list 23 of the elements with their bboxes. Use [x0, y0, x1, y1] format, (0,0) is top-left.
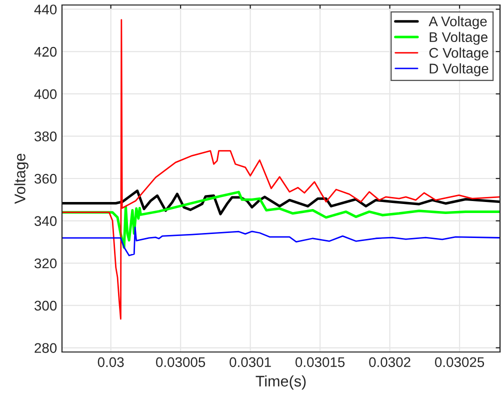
x-axis-title: Time(s)	[256, 375, 306, 390]
x-tick-label: 0.03	[98, 357, 124, 368]
y-tick-label: 360	[34, 174, 57, 184]
y-tick-label: 400	[34, 89, 57, 100]
y-tick-label: 280	[34, 343, 57, 353]
x-tick-label: 0.03025	[434, 357, 484, 368]
y-tick-label: 380	[34, 132, 57, 142]
x-tick-label: 0.0302	[369, 357, 410, 368]
line-series	[62, 190, 500, 216]
legend-label: C Voltage	[429, 48, 488, 61]
y-tick-label: 340	[34, 216, 57, 226]
legend-label: B Voltage	[430, 32, 488, 45]
y-tick-label: 300	[34, 300, 57, 311]
x-tick-label: 0.03015	[296, 357, 345, 368]
y-tick-label: 420	[34, 46, 57, 57]
x-tick-label: 0.0301	[230, 357, 271, 368]
y-tick-label: 320	[34, 258, 57, 268]
legend-label: A Voltage	[428, 16, 487, 30]
legend-label: D Voltage	[430, 63, 488, 76]
y-axis-title: Voltage	[14, 154, 28, 204]
line-series	[62, 226, 500, 256]
y-tick-label: 440	[34, 4, 57, 14]
x-tick-label: 0.03005	[156, 357, 206, 368]
